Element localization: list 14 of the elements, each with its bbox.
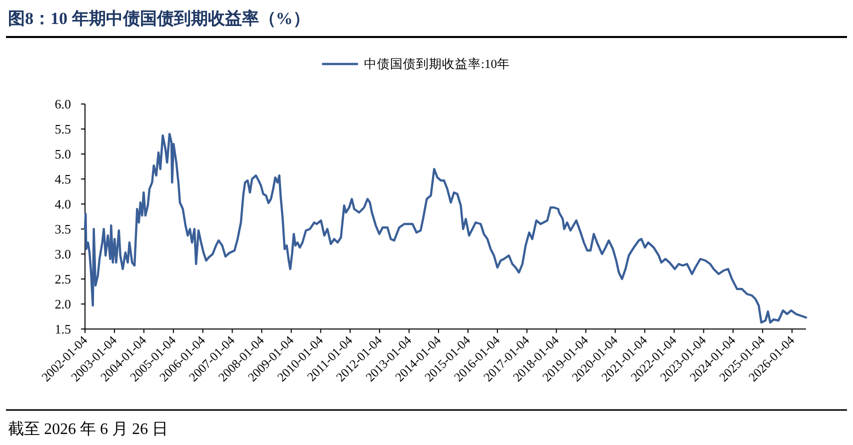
y-tick-label: 4.0 (54, 196, 71, 212)
legend-label: 中债国债到期收益率:10年 (364, 56, 510, 71)
annotation: 截至 2026 年 6 月 26 日 (8, 421, 168, 438)
y-tick-label: 5.0 (54, 146, 71, 162)
legend: 中债国债到期收益率:10年 (322, 57, 510, 71)
y-tick-label: 3.0 (54, 246, 71, 262)
y-tick-label: 5.5 (54, 122, 71, 136)
y-tick-label: 3.5 (54, 222, 71, 236)
y-tick-label: 1.5 (54, 322, 71, 336)
y-tick-label: 2.0 (54, 296, 71, 312)
y-tick-label: 6.0 (54, 96, 71, 112)
y-tick-label: 4.5 (54, 172, 71, 186)
y-tick-label: 2.5 (54, 272, 71, 286)
title: 图8：10 年期中债国债到期收益率（%） (8, 9, 310, 28)
